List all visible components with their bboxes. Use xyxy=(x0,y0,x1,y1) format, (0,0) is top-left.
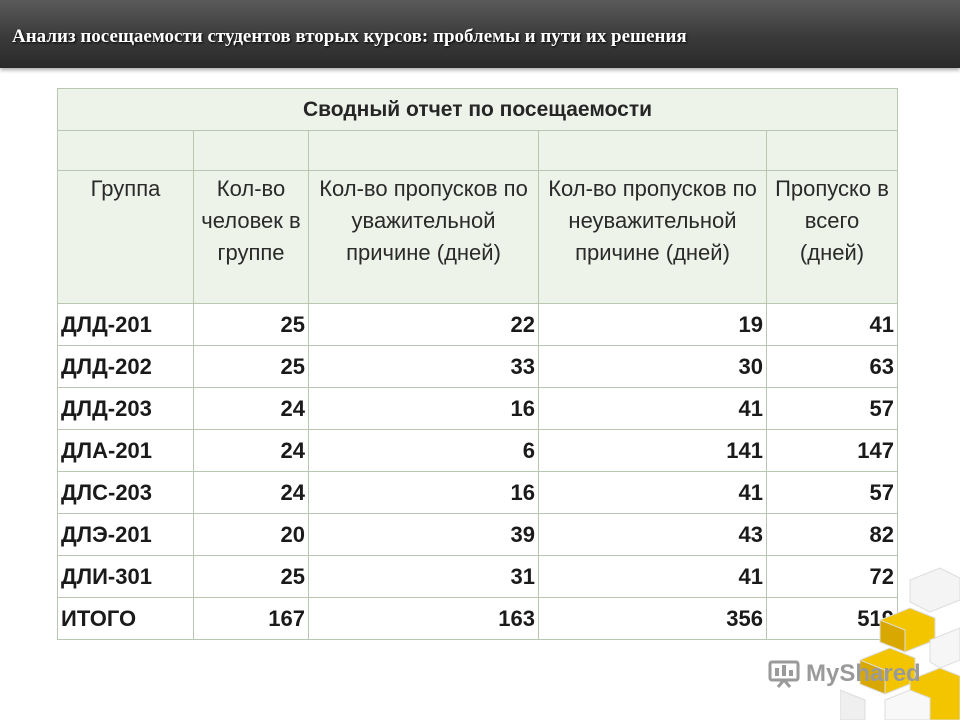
table-body: ДЛД-201 25 22 19 41 ДЛД-202 25 33 30 63 ДЛД-203 24 1… xyxy=(57,303,899,640)
watermark: MyShared xyxy=(768,660,921,688)
cell-students: 24 xyxy=(193,471,309,514)
table-row: ДЛД-203 24 16 41 57 xyxy=(57,387,899,430)
presentation-screen-icon xyxy=(768,660,800,688)
cell-excused: 22 xyxy=(308,303,539,346)
table-row: ДЛС-203 24 16 41 57 xyxy=(57,471,899,514)
cell-excused: 39 xyxy=(308,513,539,556)
header-unexcused: Кол-во пропусков по неуважительной причи… xyxy=(538,170,767,304)
cell-excused: 163 xyxy=(308,597,539,640)
table-row: ИТОГО 167 163 356 519 xyxy=(57,597,899,640)
cell-unexcused: 41 xyxy=(538,555,767,598)
header-group: Группа xyxy=(57,170,194,304)
table-row: ДЛЭ-201 20 39 43 82 xyxy=(57,513,899,556)
spacer-cell xyxy=(308,130,539,171)
cell-group: ДЛД-201 xyxy=(57,303,194,346)
cell-unexcused: 19 xyxy=(538,303,767,346)
cell-unexcused: 141 xyxy=(538,429,767,472)
cell-total: 57 xyxy=(765,471,899,514)
cell-group: ДЛД-203 xyxy=(57,387,194,430)
cell-group: ДЛИ-301 xyxy=(57,555,194,598)
spacer-cell xyxy=(765,130,899,171)
cell-unexcused: 43 xyxy=(538,513,767,556)
table-caption-text: Сводный отчет по посещаемости xyxy=(302,97,653,121)
slide-title: Анализ посещаемости студентов вторых кур… xyxy=(12,26,687,47)
table-caption: Сводный отчет по посещаемости xyxy=(56,88,899,131)
watermark-text: MyShared xyxy=(806,660,921,687)
cell-total: 147 xyxy=(765,429,899,472)
cell-students: 25 xyxy=(193,303,309,346)
cell-excused: 16 xyxy=(308,387,539,430)
cell-group: ИТОГО xyxy=(57,597,194,640)
table-header-row: Группа Кол-во человек в группе Кол-во пр… xyxy=(57,170,899,304)
cell-group: ДЛА-201 xyxy=(57,429,194,472)
cell-students: 24 xyxy=(193,429,309,472)
header-students: Кол-во человек в группе xyxy=(193,170,309,304)
attendance-report-table: Сводный отчет по посещаемости Группа Кол… xyxy=(56,88,899,640)
spacer-cell xyxy=(538,130,767,171)
cell-total: 82 xyxy=(765,513,899,556)
spacer-cell xyxy=(57,130,194,171)
cell-excused: 31 xyxy=(308,555,539,598)
cell-unexcused: 30 xyxy=(538,345,767,388)
cell-unexcused: 41 xyxy=(538,387,767,430)
cell-students: 25 xyxy=(193,555,309,598)
header-total: Пропуско в всего (дней) xyxy=(765,170,899,304)
spacer-cell xyxy=(193,130,309,171)
cell-students: 167 xyxy=(193,597,309,640)
cell-unexcused: 356 xyxy=(538,597,767,640)
header-excused: Кол-во пропусков по уважительной причине… xyxy=(308,170,539,304)
cell-excused: 33 xyxy=(308,345,539,388)
table-row: ДЛИ-301 25 31 41 72 xyxy=(57,555,899,598)
slide-title-bar: Анализ посещаемости студентов вторых кур… xyxy=(0,0,960,68)
table-row: ДЛД-202 25 33 30 63 xyxy=(57,345,899,388)
decorative-cubes xyxy=(840,567,960,720)
cell-total: 63 xyxy=(765,345,899,388)
cell-excused: 16 xyxy=(308,471,539,514)
cell-students: 25 xyxy=(193,345,309,388)
cell-group: ДЛД-202 xyxy=(57,345,194,388)
cell-excused: 6 xyxy=(308,429,539,472)
cell-students: 20 xyxy=(193,513,309,556)
cell-group: ДЛЭ-201 xyxy=(57,513,194,556)
cell-unexcused: 41 xyxy=(538,471,767,514)
table-spacer-row xyxy=(57,130,899,171)
table-row: ДЛА-201 24 6 141 147 xyxy=(57,429,899,472)
table-caption-row: Сводный отчет по посещаемости xyxy=(56,88,899,131)
cell-total: 57 xyxy=(765,387,899,430)
cell-total: 41 xyxy=(765,303,899,346)
cell-group: ДЛС-203 xyxy=(57,471,194,514)
cell-students: 24 xyxy=(193,387,309,430)
table-row: ДЛД-201 25 22 19 41 xyxy=(57,303,899,346)
cell-total: 72 xyxy=(765,555,899,598)
